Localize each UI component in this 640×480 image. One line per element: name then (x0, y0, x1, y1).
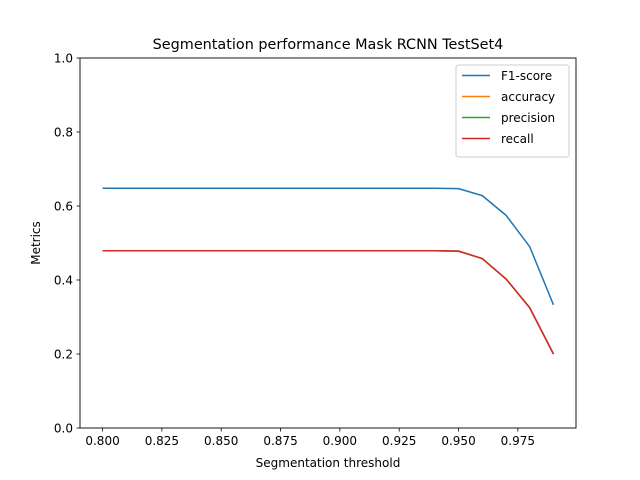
legend-label-accuracy: accuracy (501, 90, 555, 104)
series-line-f1-score (102, 187, 555, 306)
legend-label-precision: precision (501, 111, 555, 125)
y-axis: 0.0 0.2 0.4 0.6 0.8 1.0 (54, 51, 80, 435)
legend-label-f1-score: F1-score (501, 69, 552, 83)
x-tick-label: 0.900 (323, 434, 357, 448)
y-tick-label: 1.0 (54, 51, 73, 65)
plot-frame (79, 57, 577, 429)
x-axis-label: Segmentation threshold (256, 456, 401, 470)
x-tick-label: 0.950 (441, 434, 475, 448)
y-axis-label: Metrics (29, 221, 43, 265)
y-tick-label: 0.0 (54, 421, 73, 435)
legend-label-recall: recall (501, 132, 534, 146)
legend: F1-score accuracy precision recall (455, 64, 570, 158)
x-tick-label: 0.925 (382, 434, 416, 448)
x-tick-label: 0.875 (263, 434, 297, 448)
series-line-recall (102, 250, 555, 355)
y-tick-label: 0.8 (54, 125, 73, 139)
x-axis: 0.800 0.825 0.850 0.875 0.900 0.925 0.950 0.975 (85, 428, 535, 448)
series-layer (102, 187, 555, 355)
x-tick-label: 0.800 (85, 434, 119, 448)
chart-title: Segmentation performance Mask RCNN TestS… (153, 37, 504, 53)
y-tick-label: 0.6 (54, 199, 73, 213)
x-tick-label: 0.975 (501, 434, 535, 448)
y-tick-label: 0.2 (54, 347, 73, 361)
y-tick-label: 0.4 (54, 273, 73, 287)
legend-box (455, 64, 570, 158)
x-tick-label: 0.850 (204, 434, 238, 448)
x-tick-label: 0.825 (145, 434, 179, 448)
